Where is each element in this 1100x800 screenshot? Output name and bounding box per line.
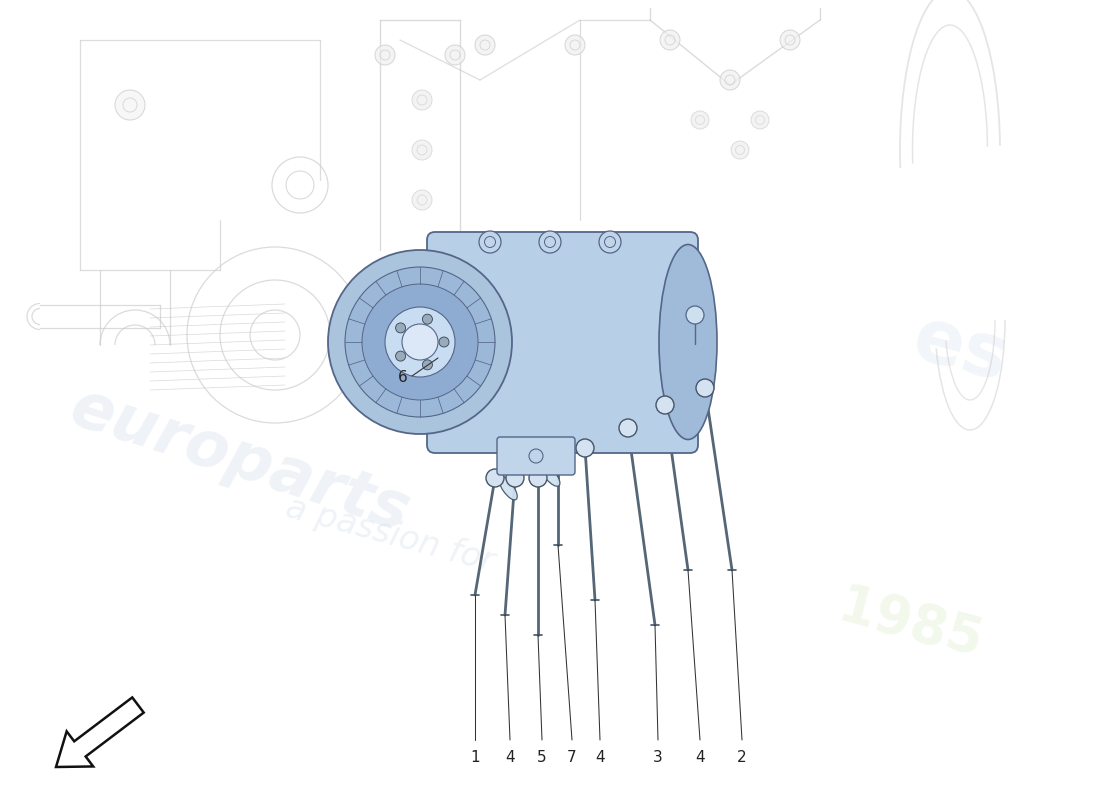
Circle shape — [576, 439, 594, 457]
Text: es: es — [904, 302, 1015, 398]
Circle shape — [385, 307, 455, 377]
Text: 4: 4 — [695, 750, 705, 766]
Text: a passion for: a passion for — [282, 491, 498, 578]
Circle shape — [402, 324, 438, 360]
Circle shape — [732, 141, 749, 159]
Circle shape — [549, 456, 566, 474]
Circle shape — [660, 30, 680, 50]
Ellipse shape — [498, 476, 517, 500]
Circle shape — [696, 379, 714, 397]
Circle shape — [422, 314, 432, 324]
Text: 3: 3 — [653, 750, 663, 766]
Circle shape — [780, 30, 800, 50]
Circle shape — [439, 337, 449, 347]
Circle shape — [720, 70, 740, 90]
Circle shape — [422, 360, 432, 370]
Text: europarts: europarts — [63, 376, 418, 544]
Circle shape — [412, 190, 432, 210]
Circle shape — [529, 469, 547, 487]
Text: 6: 6 — [398, 370, 408, 386]
Circle shape — [565, 35, 585, 55]
Circle shape — [375, 45, 395, 65]
Text: 5: 5 — [537, 750, 547, 766]
Circle shape — [475, 35, 495, 55]
Circle shape — [446, 45, 465, 65]
Ellipse shape — [659, 245, 717, 439]
Circle shape — [600, 231, 621, 253]
Circle shape — [486, 469, 504, 487]
Circle shape — [539, 231, 561, 253]
Ellipse shape — [540, 464, 560, 486]
Circle shape — [506, 469, 524, 487]
Circle shape — [362, 284, 478, 400]
Circle shape — [751, 111, 769, 129]
Circle shape — [396, 323, 406, 333]
Circle shape — [328, 250, 512, 434]
FancyArrow shape — [56, 698, 144, 767]
Text: 4: 4 — [505, 750, 515, 766]
Text: 7: 7 — [568, 750, 576, 766]
Circle shape — [345, 267, 495, 417]
Circle shape — [619, 419, 637, 437]
Circle shape — [396, 351, 406, 361]
Circle shape — [656, 396, 674, 414]
FancyBboxPatch shape — [497, 437, 575, 475]
Text: 1985: 1985 — [833, 581, 988, 669]
Text: 1: 1 — [470, 750, 480, 766]
Text: 4: 4 — [595, 750, 605, 766]
Circle shape — [412, 140, 432, 160]
Circle shape — [478, 231, 500, 253]
Circle shape — [691, 111, 710, 129]
Circle shape — [686, 306, 704, 324]
Circle shape — [412, 90, 432, 110]
FancyBboxPatch shape — [427, 232, 698, 453]
Text: 2: 2 — [737, 750, 747, 766]
Circle shape — [116, 90, 145, 120]
